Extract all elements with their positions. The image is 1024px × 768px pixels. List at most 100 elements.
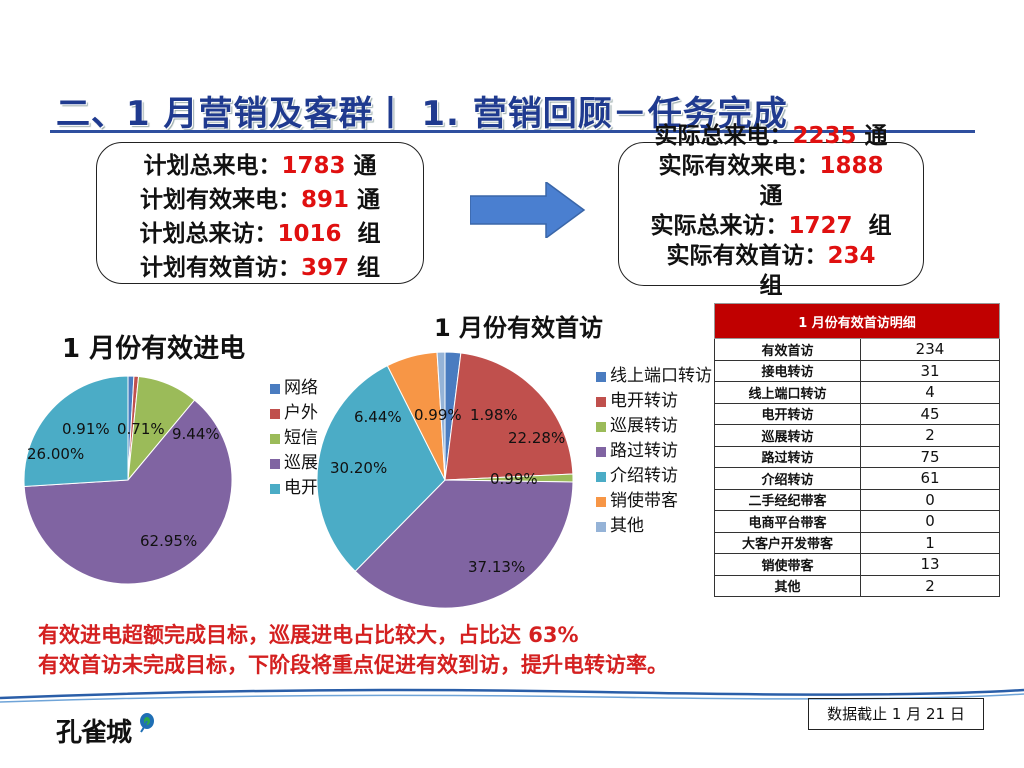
legend-label: 电开转访 <box>610 391 678 411</box>
pie1-data-label: 0.71% <box>117 420 165 438</box>
pie-slice <box>436 351 446 481</box>
legend-label: 网络 <box>284 378 318 398</box>
row-label: 有效首访 <box>714 338 861 361</box>
row-label: 巡展转访 <box>714 424 861 447</box>
legend-item: 巡展 <box>270 451 318 476</box>
legend-label: 线上端口转访 <box>610 366 712 386</box>
pie1-data-label: 9.44% <box>172 425 220 443</box>
pie-slice <box>444 352 574 481</box>
table-row: 介绍转访 61 <box>714 467 1000 490</box>
table-row: 线上端口转访 4 <box>714 381 1000 404</box>
legend-swatch <box>270 483 280 494</box>
legend-swatch <box>270 458 280 469</box>
actual-value: 1727 <box>788 213 853 239</box>
pie2-data-label: 22.28% <box>508 429 566 447</box>
legend-swatch <box>596 371 606 382</box>
pie1-data-label: 26.00% <box>27 445 85 463</box>
plan-value: 891 <box>300 187 349 213</box>
legend-label: 户外 <box>284 403 318 423</box>
legend-label: 电开 <box>284 478 318 498</box>
legend-label: 介绍转访 <box>610 466 678 486</box>
legend-label: 销使带客 <box>610 491 678 511</box>
table-row: 巡展转访 2 <box>714 424 1000 447</box>
plan-value: 397 <box>300 255 349 281</box>
chart1-legend: 网络户外短信巡展电开 <box>270 376 318 501</box>
pie2-data-label: 37.13% <box>468 558 526 576</box>
row-label: 介绍转访 <box>714 467 861 490</box>
table-row: 销使带客 13 <box>714 553 1000 576</box>
title-divider <box>50 130 975 133</box>
table-row: 有效首访 234 <box>714 338 1000 361</box>
pie1-data-label: 0.91% <box>62 420 110 438</box>
chart2-legend: 线上端口转访 电开转访巡展转访路过转访 介绍转访销使带客其他 <box>596 364 712 539</box>
peacock-feather-icon <box>140 713 155 733</box>
row-label: 路过转访 <box>714 445 861 468</box>
legend-item: 网络 <box>270 376 318 401</box>
legend-swatch <box>270 383 280 394</box>
plan-line-2: 计划有效来电：891 通 <box>97 183 423 217</box>
legend-label: 巡展转访 <box>610 416 678 436</box>
row-value: 45 <box>860 402 1000 425</box>
summary-line-2: 有效首访未完成目标，下阶段将重点促进有效到访，提升电转访率。 <box>38 653 668 677</box>
legend-swatch <box>596 421 606 432</box>
table-row: 电开转访 45 <box>714 402 1000 425</box>
table-header: 1 月份有效首访明细 <box>714 303 1000 339</box>
first-visit-detail-table: 1 月份有效首访明细 有效首访 234 接电转访 31 线上端口转访 4 电开转访 45 巡展转… <box>714 303 1000 597</box>
plan-label: 计划总来访： <box>139 221 278 247</box>
summary-line-1: 有效进电超额完成目标，巡展进电占比较大，占比达 63% <box>38 623 579 647</box>
plan-label: 计划有效首访： <box>139 255 301 281</box>
legend-label: 其他 <box>610 516 644 536</box>
row-value: 2 <box>860 574 1000 597</box>
plan-value: 1783 <box>281 153 346 179</box>
legend-item: 短信 <box>270 426 318 451</box>
row-value: 0 <box>860 510 1000 533</box>
row-value: 2 <box>860 424 1000 447</box>
row-label: 线上端口转访 <box>714 381 861 404</box>
pie-chart-calls <box>23 375 233 585</box>
plan-unit: 通 <box>353 153 377 179</box>
actual-box: 实际总来电：2235 通 实际有效来电：1888 通 实际总来访：1727 组 实… <box>618 123 924 299</box>
row-value: 61 <box>860 467 1000 490</box>
legend-item: 介绍转访 <box>596 464 712 489</box>
legend-swatch <box>596 496 606 507</box>
actual-value: 2235 <box>792 123 857 149</box>
logo-text: 孔雀城 <box>56 718 132 748</box>
row-label: 其他 <box>714 574 861 597</box>
row-label: 接电转访 <box>714 359 861 382</box>
legend-swatch <box>596 396 606 407</box>
row-value: 13 <box>860 553 1000 576</box>
row-value: 31 <box>860 359 1000 382</box>
actual-line-2: 实际有效来电：1888 通 <box>619 151 923 211</box>
plan-value: 1016 <box>277 221 342 247</box>
actual-line-1: 实际总来电：2235 通 <box>619 121 923 151</box>
plan-box: 计划总来电：1783 通 计划有效来电：891 通 计划总来访：1016 组 计… <box>96 142 424 284</box>
actual-label: 实际有效来电： <box>658 153 820 179</box>
pie2-data-label: 6.44% <box>354 408 402 426</box>
actual-line-4: 实际有效首访：234 组 <box>619 241 923 301</box>
legend-swatch <box>596 446 606 457</box>
legend-swatch <box>596 471 606 482</box>
pie-slice <box>354 479 574 609</box>
chart1-title: 1 月份有效进电 <box>62 334 246 364</box>
actual-label: 实际总来电： <box>654 123 793 149</box>
legend-label: 巡展 <box>284 453 318 473</box>
actual-line-3: 实际总来访：1727 组 <box>619 211 923 241</box>
plan-unit: 通 <box>357 187 381 213</box>
legend-item: 路过转访 <box>596 439 712 464</box>
pie-slice <box>23 399 233 585</box>
table-row: 电商平台带客 0 <box>714 510 1000 533</box>
legend-item: 巡展转访 <box>596 414 712 439</box>
pie-slice <box>23 375 129 488</box>
data-cutoff-note: 数据截止 1 月 21 日 <box>808 698 984 730</box>
legend-item: 电开转访 <box>596 389 712 414</box>
legend-swatch <box>596 521 606 532</box>
legend-label: 短信 <box>284 428 318 448</box>
row-label: 销使带客 <box>714 553 861 576</box>
actual-unit: 通 <box>864 123 888 149</box>
plan-label: 计划总来电： <box>143 153 282 179</box>
plan-line-3: 计划总来访：1016 组 <box>97 217 423 251</box>
pie1-data-label: 62.95% <box>140 532 198 550</box>
actual-unit: 组 <box>759 273 783 299</box>
row-label: 电开转访 <box>714 402 861 425</box>
footer-swoosh <box>0 688 1024 703</box>
